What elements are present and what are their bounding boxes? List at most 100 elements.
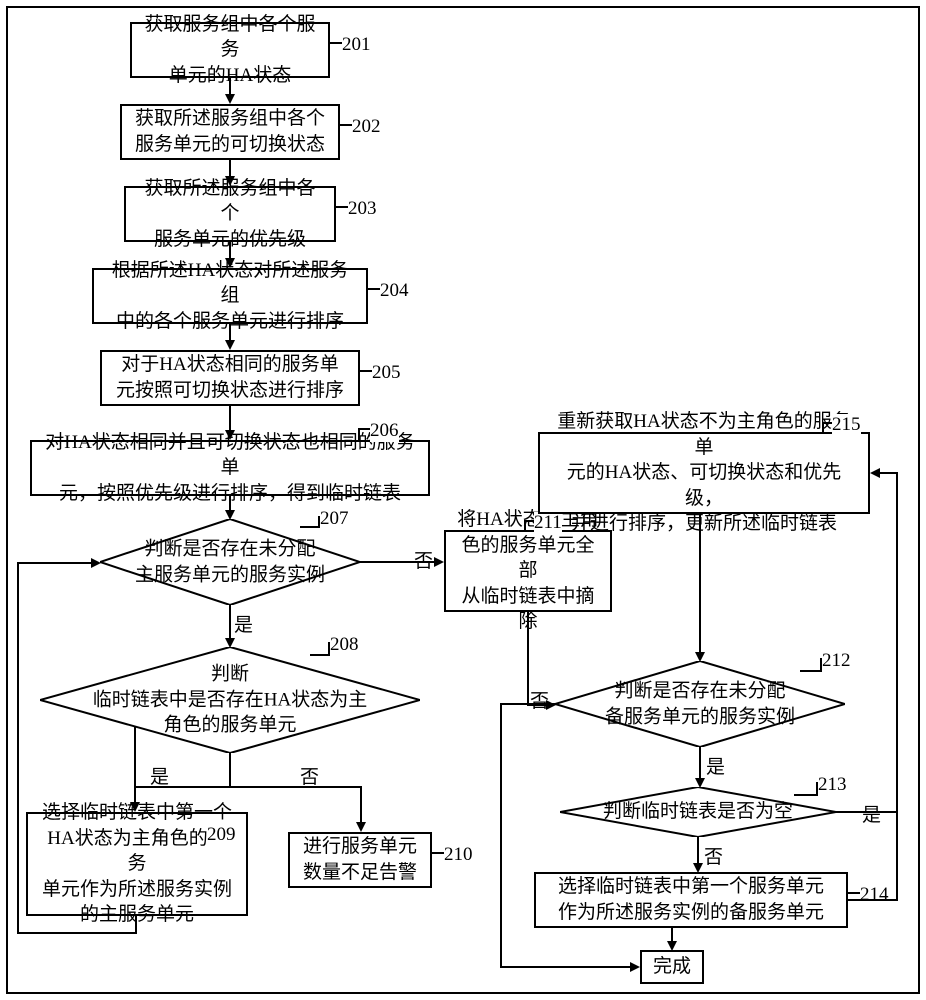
arrow-204-205-head (225, 340, 235, 350)
tag-215: 215 (832, 414, 861, 436)
arrow-207-211-head (434, 557, 444, 567)
leader-208b (328, 642, 330, 656)
arrow-205-206 (229, 406, 231, 430)
arrow-211-212-head (546, 700, 556, 710)
decision-213-text: 判断临时链表是否为空 (603, 799, 793, 825)
arrow-215-212-head (695, 652, 705, 662)
arrow-207-208 (229, 605, 231, 638)
node-203: 获取所述服务组中各个服务单元的优先级 (124, 186, 336, 242)
arrow-211-212-a (527, 612, 529, 704)
leader-214 (848, 892, 860, 894)
arrow-214-loop-a (671, 928, 673, 941)
decision-208: 判断临时链表中是否存在HA状态为主角色的服务单元 (40, 647, 420, 753)
arrow-203-204-head (225, 258, 235, 268)
node-215-text: 重新获取HA状态不为主角色的服务单元的HA状态、可切换状态和优先级，并进行排序，… (550, 409, 858, 537)
leader-210 (432, 852, 444, 854)
node-204-text: 根据所述HA状态对所述服务组中的各个服务单元进行排序 (104, 258, 356, 335)
arrow-214-done-head (667, 941, 677, 951)
node-201-text: 获取服务组中各个服务单元的HA状态 (142, 12, 318, 89)
node-215: 重新获取HA状态不为主角色的服务单元的HA状态、可切换状态和优先级，并进行排序，… (538, 432, 870, 514)
arrow-207-211 (360, 561, 434, 563)
leader-207b (318, 516, 320, 528)
arrow-201-202 (229, 78, 231, 94)
leader-202 (340, 124, 352, 126)
arrow-209-loop-a (135, 916, 137, 932)
arrow-208-split-h (134, 786, 362, 788)
leader-213 (794, 794, 818, 796)
leader-213b (816, 782, 818, 796)
tag-205: 205 (372, 362, 401, 384)
arrow-214-215-a (848, 899, 896, 901)
arrow-209-loop-c (17, 562, 19, 934)
leader-211b (524, 520, 526, 532)
arrow-212no-a (500, 703, 556, 705)
arrow-213yes-head (870, 468, 880, 478)
arrow-212-213 (699, 747, 701, 778)
arrow-206-207 (229, 496, 231, 510)
tag-213: 213 (818, 774, 847, 796)
tag-201: 201 (342, 34, 371, 56)
tag-212: 212 (822, 650, 851, 672)
arrow-205-206-head (225, 430, 235, 440)
arrow-204-205 (229, 324, 231, 340)
leader-204 (368, 288, 380, 290)
tag-210: 210 (444, 844, 473, 866)
arrow-212-213-head (695, 778, 705, 788)
tag-209: 209 (207, 824, 236, 846)
decision-212-text: 判断是否存在未分配备服务单元的服务实例 (605, 678, 795, 729)
arrow-215-212-a (699, 514, 701, 652)
label-207-yes: 是 (234, 610, 253, 637)
arrow-214-215-b (896, 811, 898, 901)
tag-207: 207 (320, 508, 349, 530)
arrow-212no-head (630, 962, 640, 972)
node-205: 对于HA状态相同的服务单元按照可切换状态进行排序 (100, 350, 360, 406)
arrow-213-214-head (693, 863, 703, 873)
arrow-203-204 (229, 242, 231, 258)
node-206: 对HA状态相同并且可切换状态也相同的服务单元，按照优先级进行排序，得到临时链表 (30, 440, 430, 496)
leader-203 (336, 206, 348, 208)
node-205-text: 对于HA状态相同的服务单元按照可切换状态进行排序 (116, 352, 344, 403)
node-214: 选择临时链表中第一个服务单元作为所述服务实例的备服务单元 (534, 872, 848, 928)
tag-202: 202 (352, 116, 381, 138)
arrow-213yes-b (896, 472, 898, 813)
arrow-206-207-head (225, 510, 235, 520)
node-done-text: 完成 (653, 954, 691, 980)
node-206-text: 对HA状态相同并且可切换状态也相同的服务单元，按照优先级进行排序，得到临时链表 (42, 430, 418, 507)
arrow-213yes-a (836, 811, 898, 813)
node-202: 获取所述服务组中各个服务单元的可切换状态 (120, 104, 340, 160)
leader-207 (300, 526, 320, 528)
arrow-209-loop-b (17, 932, 137, 934)
arrow-208-210-head (356, 822, 366, 832)
leader-215c (822, 422, 824, 434)
leader-201 (330, 42, 342, 44)
tag-204: 204 (380, 280, 409, 302)
leader-208 (310, 654, 330, 656)
node-201: 获取服务组中各个服务单元的HA状态 (130, 22, 330, 78)
node-202-text: 获取所述服务组中各个服务单元的可切换状态 (135, 106, 325, 157)
arrow-201-202-head (225, 94, 235, 104)
node-209-text: 选择临时链表中第一个HA状态为主角色的服务单元作为所述服务实例的主服务单元 (38, 800, 236, 928)
decision-207-text: 判断是否存在未分配主服务单元的服务实例 (135, 536, 325, 587)
arrow-209-loop-head (91, 558, 101, 568)
node-done: 完成 (640, 950, 704, 984)
arrow-208-210-a (360, 786, 362, 822)
arrow-213yes-c (878, 472, 898, 474)
label-212-yes: 是 (706, 752, 725, 779)
tag-206: 206 (370, 420, 399, 442)
arrow-212no-b (500, 703, 502, 966)
node-214-text: 选择临时链表中第一个服务单元作为所述服务实例的备服务单元 (558, 874, 824, 925)
label-207-no: 否 (414, 546, 433, 573)
node-211: 将HA状态为主角色的服务单元全部从临时链表中摘除 (444, 530, 612, 612)
arrow-209-loop-d (17, 562, 91, 564)
label-213-yes: 是 (862, 800, 881, 827)
label-208-no: 否 (300, 762, 319, 789)
arrow-208-209-a (134, 726, 136, 786)
node-210-text: 进行服务单元数量不足告警 (303, 834, 417, 885)
leader-212b (820, 658, 822, 672)
node-204: 根据所述HA状态对所述服务组中的各个服务单元进行排序 (92, 268, 368, 324)
node-210: 进行服务单元数量不足告警 (288, 832, 432, 888)
arrow-208-209-head (130, 802, 140, 812)
arrow-202-203-head (225, 176, 235, 186)
decision-212: 判断是否存在未分配备服务单元的服务实例 (555, 661, 845, 747)
arrow-213-214 (697, 837, 699, 863)
